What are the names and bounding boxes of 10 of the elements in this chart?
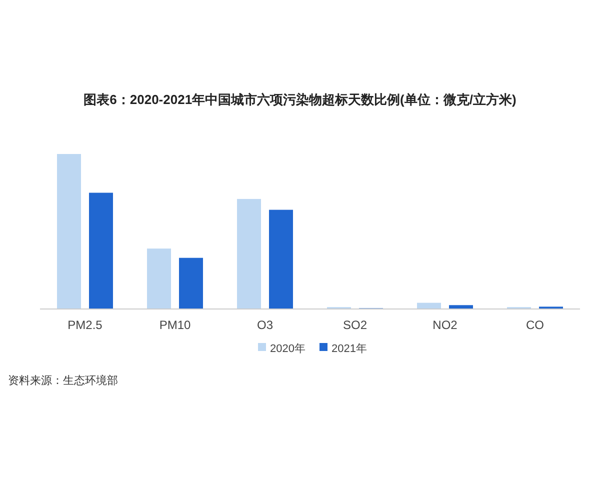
x-tick-label: SO2 <box>342 318 368 332</box>
x-tick-label: PM10 <box>159 318 191 332</box>
chart-title: 图表6：2020-2021年中国城市六项污染物超标天数比例(单位：微克/立方米) <box>84 92 516 107</box>
legend-label: 2020年 <box>270 343 306 355</box>
text: 资料来源：生态环境部 <box>8 374 118 387</box>
x-tick-label: NO2 <box>432 318 458 332</box>
x-tick-label: CO <box>526 318 544 332</box>
x-tick-label: O3 <box>256 318 274 332</box>
legend-label: 2021年 <box>331 343 367 355</box>
x-tick-label: PM2.5 <box>68 318 103 332</box>
